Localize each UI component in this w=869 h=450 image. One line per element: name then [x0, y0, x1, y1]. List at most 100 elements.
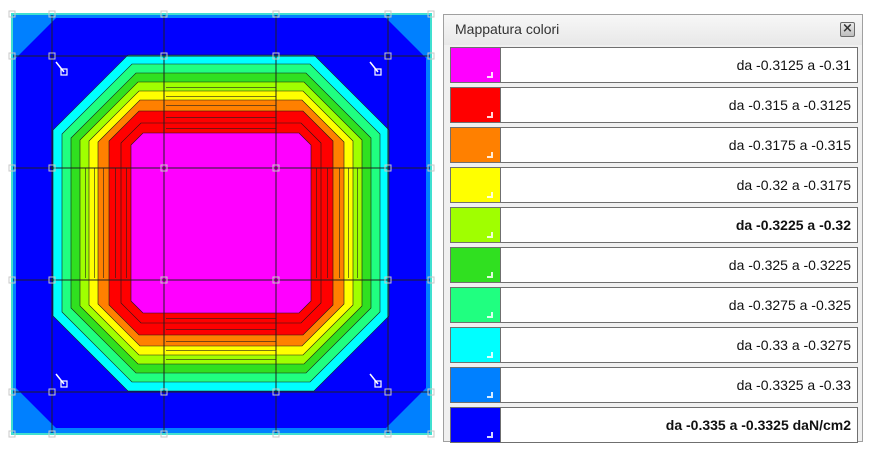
- legend-row[interactable]: da -0.325 a -0.3225: [450, 245, 858, 285]
- support-marker: [369, 373, 379, 385]
- node-marker: [8, 388, 16, 396]
- node-marker: [48, 388, 56, 396]
- range-label: da -0.3275 a -0.325: [728, 297, 851, 313]
- support-marker: [55, 373, 65, 385]
- band-line: [166, 318, 276, 319]
- band-line: [126, 168, 127, 278]
- node-marker: [8, 430, 16, 438]
- band-line: [166, 128, 276, 129]
- node-marker: [427, 430, 435, 438]
- node-marker: [272, 388, 280, 396]
- band-line: [357, 168, 358, 278]
- band-line: [166, 105, 276, 106]
- color-swatch[interactable]: [450, 87, 500, 123]
- band-line: [166, 341, 276, 342]
- color-swatch[interactable]: [450, 327, 500, 363]
- node-marker: [384, 10, 392, 18]
- color-swatch[interactable]: [450, 367, 500, 403]
- node-marker: [160, 10, 168, 18]
- support-marker: [374, 68, 382, 76]
- legend-row[interactable]: da -0.3125 a -0.31: [450, 45, 858, 85]
- color-swatch[interactable]: [450, 207, 500, 243]
- legend-row[interactable]: da -0.33 a -0.3275: [450, 325, 858, 365]
- support-marker: [369, 61, 379, 73]
- band-line: [115, 168, 116, 278]
- range-label: da -0.33 a -0.3275: [736, 337, 851, 353]
- support-marker: [60, 380, 68, 388]
- plate-outline: [11, 13, 432, 435]
- range-cell: da -0.32 a -0.3175: [500, 167, 858, 203]
- legend-row[interactable]: da -0.315 a -0.3125: [450, 85, 858, 125]
- band-line: [339, 168, 340, 278]
- node-marker: [48, 276, 56, 284]
- range-label: da -0.325 a -0.3225: [728, 257, 851, 273]
- node-marker: [384, 164, 392, 172]
- legend-row[interactable]: da -0.3175 a -0.315: [450, 125, 858, 165]
- node-marker: [272, 276, 280, 284]
- band-line: [316, 168, 317, 278]
- range-label: da -0.3325 a -0.33: [736, 377, 851, 393]
- range-cell: da -0.315 a -0.3125: [500, 87, 858, 123]
- legend-row[interactable]: da -0.335 a -0.3325 daN/cm2: [450, 405, 858, 445]
- node-marker: [160, 388, 168, 396]
- swatch-corner-icon: [487, 192, 493, 198]
- panel-header: Mappatura colori ×: [444, 15, 862, 45]
- node-marker: [427, 52, 435, 60]
- node-marker: [384, 430, 392, 438]
- range-label: da -0.3225 a -0.32: [735, 217, 851, 233]
- node-marker: [272, 430, 280, 438]
- band-line: [166, 117, 276, 118]
- node-marker: [48, 430, 56, 438]
- node-marker: [427, 10, 435, 18]
- band-line: [166, 87, 276, 88]
- range-cell: da -0.3275 a -0.325: [500, 287, 858, 323]
- node-marker: [272, 52, 280, 60]
- legend-list: da -0.3125 a -0.31 da -0.315 a -0.3125 da …: [450, 45, 858, 445]
- node-marker: [160, 430, 168, 438]
- node-marker: [384, 52, 392, 60]
- node-marker: [48, 52, 56, 60]
- band-line: [166, 329, 276, 330]
- support-marker: [374, 380, 382, 388]
- node-marker: [272, 10, 280, 18]
- range-cell: da -0.3225 a -0.32: [500, 207, 858, 243]
- range-cell: da -0.335 a -0.3325 daN/cm2: [500, 407, 858, 443]
- color-swatch[interactable]: [450, 167, 500, 203]
- range-cell: da -0.3125 a -0.31: [500, 47, 858, 83]
- support-marker: [55, 61, 65, 73]
- color-swatch[interactable]: [450, 47, 500, 83]
- band-line: [103, 168, 104, 278]
- legend-row[interactable]: da -0.3275 a -0.325: [450, 285, 858, 325]
- legend-row[interactable]: da -0.32 a -0.3175: [450, 165, 858, 205]
- node-marker: [8, 276, 16, 284]
- range-cell: da -0.3325 a -0.33: [500, 367, 858, 403]
- color-swatch[interactable]: [450, 247, 500, 283]
- close-icon[interactable]: ×: [840, 22, 855, 37]
- legend-row[interactable]: da -0.3325 a -0.33: [450, 365, 858, 405]
- node-marker: [8, 52, 16, 60]
- node-marker: [427, 388, 435, 396]
- range-label: da -0.3125 a -0.31: [736, 57, 851, 73]
- color-swatch[interactable]: [450, 127, 500, 163]
- swatch-corner-icon: [487, 312, 493, 318]
- swatch-corner-icon: [487, 112, 493, 118]
- range-label: da -0.315 a -0.3125: [728, 97, 851, 113]
- swatch-corner-icon: [487, 152, 493, 158]
- range-label: da -0.335 a -0.3325 daN/cm2: [665, 417, 851, 433]
- band-line: [166, 359, 276, 360]
- legend-row[interactable]: da -0.3225 a -0.32: [450, 205, 858, 245]
- contour-map: [8, 10, 435, 438]
- band-line: [85, 168, 86, 278]
- node-marker: [160, 52, 168, 60]
- node-marker: [427, 276, 435, 284]
- swatch-corner-icon: [487, 272, 493, 278]
- range-label: da -0.32 a -0.3175: [736, 177, 851, 193]
- swatch-corner-icon: [487, 392, 493, 398]
- color-swatch[interactable]: [450, 287, 500, 323]
- node-marker: [48, 164, 56, 172]
- swatch-corner-icon: [487, 72, 493, 78]
- node-marker: [8, 164, 16, 172]
- range-cell: da -0.33 a -0.3275: [500, 327, 858, 363]
- color-swatch[interactable]: [450, 407, 500, 443]
- swatch-corner-icon: [487, 432, 493, 438]
